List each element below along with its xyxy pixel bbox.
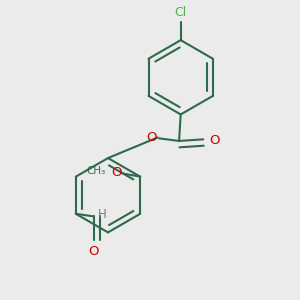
Text: O: O — [88, 245, 99, 259]
Text: CH₃: CH₃ — [86, 167, 106, 176]
Text: O: O — [209, 134, 220, 147]
Text: O: O — [147, 131, 157, 144]
Text: Cl: Cl — [175, 5, 187, 19]
Text: O: O — [111, 166, 122, 179]
Text: H: H — [98, 208, 107, 221]
